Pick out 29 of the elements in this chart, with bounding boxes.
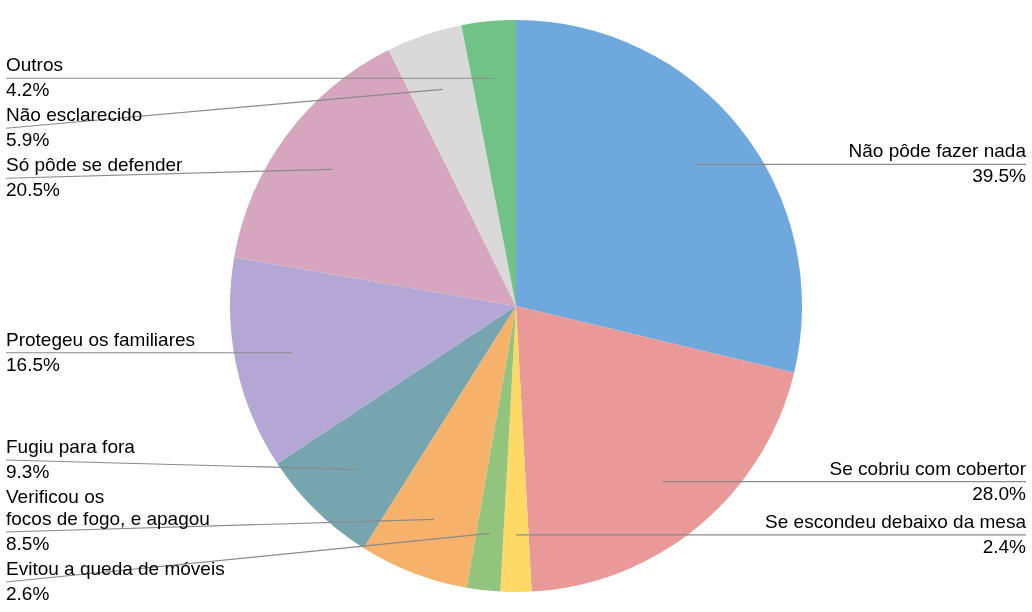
slice-label: Se cobriu com cobertor [829, 457, 1027, 479]
data-label: 16.5% [6, 353, 60, 375]
slice-label: Evitou a queda de móveis [6, 558, 225, 579]
slice-label: Protegeu os familiares [6, 328, 196, 350]
data-label: 8.5% [6, 533, 50, 554]
slice-label: Fugiu para fora [6, 436, 136, 457]
data-label: 2.4% [982, 535, 1027, 557]
pie-slice [234, 49, 516, 306]
pie-slice [516, 306, 795, 592]
pie-slice [388, 25, 516, 306]
data-label: 5.9% [6, 129, 50, 151]
slice-label: Verificou os focos de fogo, e apagou [6, 486, 210, 529]
pie-slice [277, 306, 516, 548]
slice-label: Outros [6, 54, 64, 76]
data-label: 4.2% [6, 79, 50, 101]
slice-label: Se escondeu debaixo da mesa [765, 510, 1027, 532]
data-label: 20.5% [6, 179, 60, 201]
pie-slice [230, 257, 516, 464]
slice-label: Não esclarecido [6, 104, 143, 126]
data-label: 9.3% [6, 461, 50, 482]
pie-slice [516, 20, 802, 373]
pie-slice [466, 306, 516, 592]
data-label: 2.6% [6, 583, 50, 604]
slice-label: Não pôde fazer nada [848, 140, 1027, 162]
slice-label: Só pôde se defender [6, 154, 184, 176]
data-label: 39.5% [972, 165, 1027, 187]
pie-slice [461, 20, 516, 306]
pie-slice [363, 306, 516, 588]
data-label: 28.0% [972, 482, 1027, 504]
